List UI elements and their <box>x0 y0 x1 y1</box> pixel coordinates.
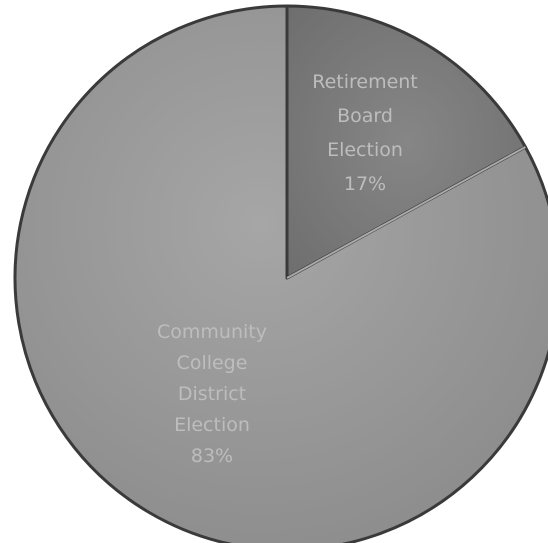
slice-edge-highlight <box>286 146 526 279</box>
slice-label-retirement-board: Retirement Board Election 17% <box>312 71 418 195</box>
pie-slice-retirement-board <box>285 4 527 280</box>
slice-name-line: College <box>177 352 248 374</box>
slice-percent-label: 17% <box>344 173 386 195</box>
slice-name-line: Election <box>174 414 250 436</box>
slice-percent-label: 83% <box>191 445 233 467</box>
pie-slices <box>13 4 548 543</box>
pie-slice-community-college <box>13 4 548 543</box>
slice-label-community-college: Community College District Election 83% <box>157 321 267 467</box>
slice-name-line: Retirement <box>312 71 418 93</box>
slice-name-line: Election <box>327 139 403 161</box>
slice-name-line: Community <box>157 321 267 343</box>
slice-name-line: Board <box>337 105 393 127</box>
pie-labels: Retirement Board Election 17% Community Colle… <box>157 71 418 467</box>
slice-name-line: District <box>178 383 246 405</box>
